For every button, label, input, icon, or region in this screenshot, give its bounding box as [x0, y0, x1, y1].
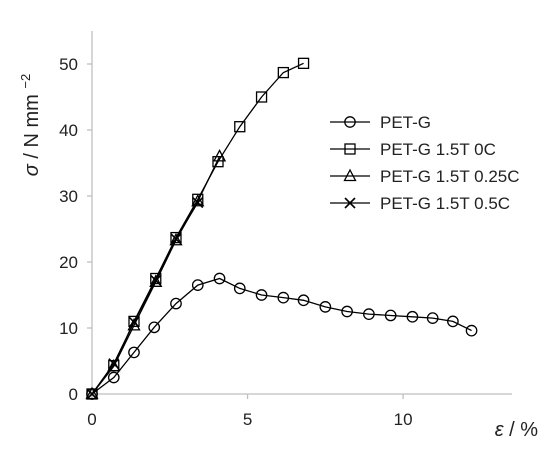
data-point-circle: [426, 312, 439, 324]
legend-label: PET-G 1.5T 0C: [380, 140, 496, 159]
data-point-square: [170, 231, 182, 244]
series-pet-g-1-5t-0-25c: [85, 148, 227, 400]
x-marker-stroke: [150, 274, 162, 287]
legend-label: PET-G 1.5T 0.5C: [380, 194, 510, 213]
data-point-circle: [297, 294, 310, 307]
legend-item: PET-G 1.5T 0.25C: [330, 167, 520, 186]
data-point-x: [170, 233, 182, 245]
legend: PET-G PET-G 1.5T 0C PET-G 1.5T 0.25C PET-G …: [330, 113, 520, 213]
data-point-circle: [465, 324, 478, 337]
data-point-square: [277, 66, 289, 79]
y-axis-exponent: −2: [18, 74, 33, 89]
x-tick-label: 5: [243, 410, 252, 429]
data-point-x: [192, 197, 204, 209]
legend-item: PET-G: [330, 113, 431, 132]
y-tick-label: 10: [59, 319, 78, 338]
y-axis-title: σ / N mm −2: [18, 74, 43, 176]
legend-marker-x: [344, 197, 356, 209]
series-pet-g-1-5t-0-5c: [86, 197, 204, 400]
data-point-square: [150, 272, 162, 285]
data-point-circle: [384, 309, 397, 322]
x-marker-stroke: [170, 233, 182, 245]
y-axis-unit: N mm: [21, 94, 43, 147]
legend-item: PET-G 1.5T 0C: [330, 140, 496, 159]
data-point-square: [234, 121, 246, 133]
tick-labels: 0 5 10 0 10 20 30 40 50: [59, 55, 412, 429]
data-point-circle: [255, 289, 268, 301]
data-point-square: [297, 57, 310, 69]
x-marker-stroke: [128, 316, 140, 328]
x-marker-stroke: [86, 388, 98, 400]
data-point-square: [212, 156, 224, 168]
x-axis-symbol: ε: [495, 419, 505, 441]
x-axis-title: ε / %: [495, 419, 538, 441]
axes: [87, 31, 512, 399]
data-point-circle: [170, 297, 182, 310]
legend-marker-circle: [344, 116, 356, 128]
data-point-triangle: [212, 148, 227, 162]
series-line: [91, 277, 472, 395]
data-point-circle: [277, 291, 290, 304]
y-tick-label: 50: [59, 55, 78, 74]
data-point-circle: [363, 308, 375, 320]
data-point-circle: [406, 310, 419, 323]
legend-label: PET-G 1.5T 0.25C: [380, 167, 520, 186]
data-point-x: [108, 358, 120, 370]
data-point-circle: [213, 272, 226, 285]
x-marker-stroke: [344, 197, 356, 209]
x-tick-label: 10: [394, 410, 413, 429]
legend-marker-triangle: [343, 168, 357, 182]
y-axis-slash: /: [21, 147, 43, 158]
y-axis-symbol: σ: [21, 163, 43, 176]
data-point-square: [255, 91, 268, 103]
data-point-circle: [319, 301, 332, 313]
data-point-circle: [128, 346, 140, 359]
data-point-circle: [447, 315, 459, 328]
data-point-x: [150, 274, 162, 287]
x-tick-label: 0: [87, 410, 96, 429]
data-point-triangle: [149, 274, 163, 287]
x-axis-unit: %: [520, 419, 538, 441]
data-point-x: [86, 388, 98, 400]
plot-area: [85, 57, 478, 400]
series-pet-g: [86, 272, 478, 400]
y-tick-label: 0: [69, 385, 78, 404]
y-tick-label: 40: [59, 121, 78, 140]
legend-label: PET-G: [380, 113, 431, 132]
data-point-circle: [107, 371, 120, 384]
x-marker-stroke: [192, 197, 204, 209]
data-point-x: [128, 316, 140, 328]
y-tick-label: 30: [59, 187, 78, 206]
data-point-circle: [148, 321, 161, 334]
legend-marker-square: [344, 143, 356, 155]
legend-item: PET-G 1.5T 0.5C: [330, 194, 510, 213]
series-pet-g-1-5t-0c: [86, 57, 310, 400]
data-point-triangle: [169, 232, 183, 246]
data-point-triangle: [85, 386, 99, 400]
data-point-circle: [233, 282, 246, 295]
y-tick-label: 20: [59, 253, 78, 272]
x-marker-stroke: [108, 358, 120, 370]
series-line: [91, 202, 199, 395]
data-point-circle: [341, 305, 353, 318]
x-axis-slash: /: [509, 419, 520, 441]
data-point-circle: [191, 279, 204, 291]
